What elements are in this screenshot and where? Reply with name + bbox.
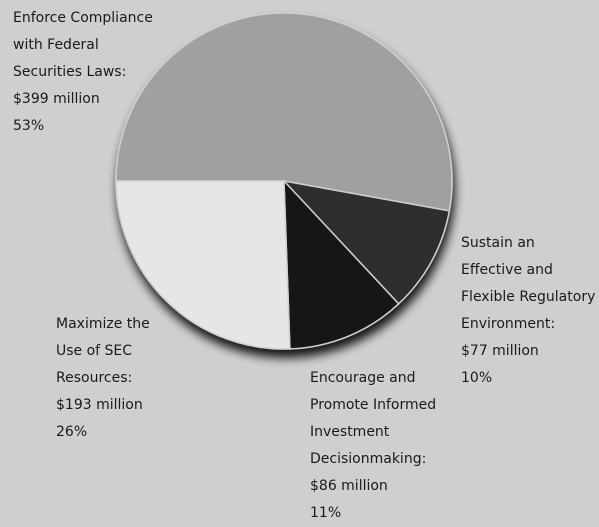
label-line: Environment:	[461, 316, 556, 332]
label-value: $86 million	[310, 478, 388, 494]
label-line: Investment	[310, 424, 390, 440]
label-value: $193 million	[56, 397, 143, 413]
slice-label-sustain-regulatory: Sustain an Effective and Flexible Regula…	[461, 230, 595, 392]
slice-enforce-compliance	[115, 12, 453, 212]
label-line: Promote Informed	[310, 397, 437, 413]
label-line: with Federal	[13, 37, 99, 53]
label-value: $399 million	[13, 91, 100, 107]
slice-label-sec-resources: Maximize the Use of SEC Resources: $193 …	[56, 311, 150, 446]
label-percent: 53%	[13, 118, 45, 134]
label-line: Maximize the	[56, 316, 150, 332]
slice-label-enforce-compliance: Enforce Compliance with Federal Securiti…	[13, 5, 153, 140]
label-line: Effective and	[461, 262, 553, 278]
label-line: Use of SEC	[56, 343, 133, 359]
label-value: $77 million	[461, 343, 539, 359]
label-line: Encourage and	[310, 370, 416, 386]
label-percent: 26%	[56, 424, 88, 440]
label-line: Decisionmaking:	[310, 451, 427, 467]
label-line: Sustain an	[461, 235, 535, 251]
label-line: Securities Laws:	[13, 64, 127, 80]
label-percent: 11%	[310, 505, 342, 521]
label-line: Flexible Regulatory	[461, 289, 596, 305]
slice-sustain-regulatory	[281, 179, 451, 305]
slice-informed-investment	[283, 179, 400, 350]
label-line: Resources:	[56, 370, 133, 386]
slice-label-informed-investment: Encourage and Promote Informed Investmen…	[310, 365, 436, 527]
label-line: Enforce Compliance	[13, 10, 153, 26]
label-percent: 10%	[461, 370, 493, 386]
slice-sec-resources	[115, 180, 291, 350]
